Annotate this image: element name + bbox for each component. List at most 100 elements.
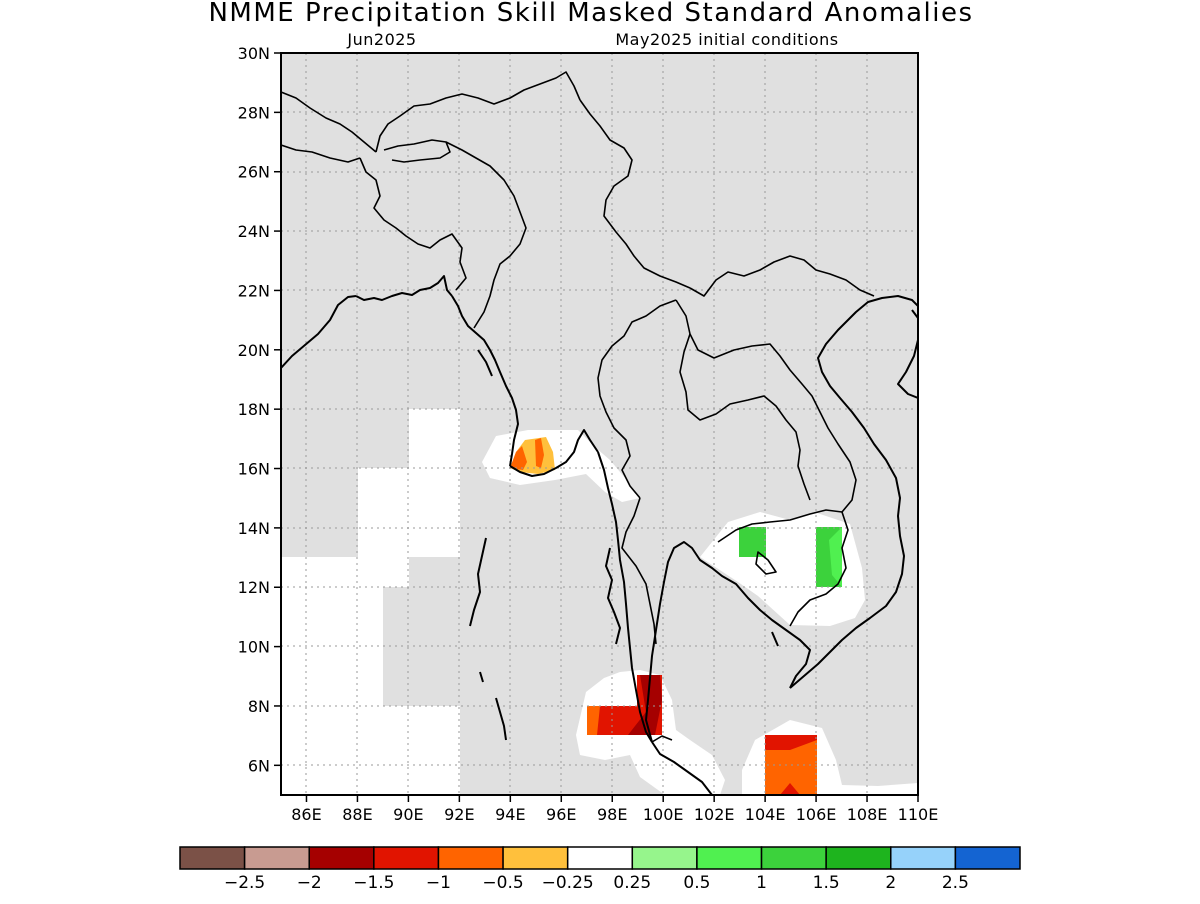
south-china-sea-anomaly-dry-bottom (780, 783, 800, 795)
lon-tick-label: 110E (898, 805, 939, 824)
colorbar-label: 2.5 (942, 873, 969, 893)
lat-tick-label: 22N (238, 281, 270, 300)
colorbar-swatch (502, 846, 569, 870)
lon-tick-label: 100E (643, 805, 684, 824)
colorbar-labels: −2.5 −2 −1.5 −1 −0.5 −0.25 0.25 0.5 1 1.5 2 2.5 (224, 873, 969, 893)
lat-tick-label: 8N (248, 697, 270, 716)
cambodia-west-anomaly-wet (739, 527, 766, 557)
lat-tick-label: 24N (238, 222, 270, 241)
colorbar-swatch (631, 846, 698, 870)
bangladesh-border (359, 157, 467, 291)
thai-peninsula-east-coastline (651, 741, 713, 795)
lat-tick-label: 6N (248, 756, 270, 775)
cambodia-east-anomaly-edge (829, 527, 842, 587)
colorbar-swatch (437, 846, 504, 870)
lon-tick-label: 102E (694, 805, 735, 824)
lon-tick-label: 104E (745, 805, 786, 824)
peninsula-anomaly-very-dry (628, 675, 662, 735)
colorbar-swatch (373, 846, 440, 870)
nicobar-islands-south (495, 697, 507, 741)
colorbar-swatch (243, 846, 310, 870)
myanmar-thailand-south-border (621, 497, 657, 645)
colorbar-swatch (760, 846, 827, 870)
lat-tick-label: 26N (238, 163, 270, 182)
tonle-sap-lake (755, 551, 777, 575)
gulf-of-thailand-coastline (645, 541, 811, 743)
vietnam-south-coastline (789, 295, 918, 689)
subtitle-initial-conditions: May2025 initial conditions (615, 30, 838, 49)
india-myanmar-border (445, 141, 527, 329)
colorbar-label: 0.5 (683, 873, 710, 893)
laos-border (675, 299, 857, 513)
andaman-islands (469, 537, 487, 627)
laos-thailand-mekong-border (679, 333, 811, 501)
colorbar-label: −2 (297, 873, 322, 893)
colorbar-label: −0.5 (482, 873, 523, 893)
colorbar-swatch (308, 846, 375, 870)
colorbar-swatch (179, 846, 246, 870)
colorbar-label: −1 (426, 873, 451, 893)
myanmar-thailand-border (597, 299, 677, 499)
colorbar-label: −1.5 (353, 873, 394, 893)
vietnam-gulf-of-tonkin-coastline (897, 339, 918, 399)
lat-tick-label: 14N (238, 519, 270, 538)
lon-tick-label: 92E (444, 805, 474, 824)
delta-anomaly-moderate-dry-west (510, 446, 527, 470)
colorbar-label: 1.5 (813, 873, 840, 893)
delta-anomaly-moderate-dry-east (535, 438, 544, 468)
irrawaddy-delta-coastline (509, 429, 599, 477)
cheduba-ramree-islands (477, 349, 493, 377)
colorbar-label: −0.25 (542, 873, 594, 893)
lat-tick-label: 12N (238, 578, 270, 597)
map-frame (280, 52, 919, 796)
map-background (281, 53, 918, 795)
map-panel (281, 53, 918, 795)
lat-tick-label: 16N (238, 460, 270, 479)
latitude-ticks: 6N 8N 10N 12N 14N 16N 18N 20N 22N 24N 26N 28N 30N (238, 44, 281, 775)
lon-tick-label: 96E (546, 805, 576, 824)
colorbar-label: −2.5 (224, 873, 265, 893)
tibet-northeast-border (375, 71, 581, 153)
map-gridlines (281, 53, 918, 795)
lat-tick-label: 30N (238, 44, 270, 63)
myanmar-rakhine-coastline (451, 295, 519, 467)
thailand-malaysia-border (651, 735, 673, 743)
figure-title: NMME Precipitation Skill Masked Standard… (208, 0, 973, 28)
colorbar (179, 846, 1021, 870)
bengal-delta-coastline (355, 275, 453, 301)
cambodia-vietnam-border (789, 511, 849, 627)
colorbar-swatch (954, 846, 1021, 870)
subtitle-month: Jun2025 (346, 30, 416, 49)
lon-tick-label: 98E (597, 805, 627, 824)
bhutan-border (383, 139, 451, 163)
nepal-china-border (281, 91, 377, 153)
colorbar-label: 1 (756, 873, 767, 893)
colorbar-swatch (825, 846, 892, 870)
lon-tick-label: 88E (342, 805, 372, 824)
lon-tick-label: 94E (495, 805, 525, 824)
thailand-cambodia-border (717, 509, 843, 543)
lon-tick-label: 108E (847, 805, 888, 824)
tanintharyi-coastline (597, 451, 653, 743)
colorbar-label: 2 (885, 873, 896, 893)
nepal-india-border (281, 144, 361, 163)
mergui-archipelago (605, 547, 621, 645)
bay-of-bengal-near-zero-area (281, 409, 460, 795)
longitude-ticks: 86E 88E 90E 92E 94E 96E 98E 100E 102E 104E 106E 108… (291, 795, 938, 824)
colorbar-swatch (566, 846, 634, 870)
lon-tick-label: 86E (291, 805, 321, 824)
myanmar-china-border (579, 99, 691, 289)
nicobar-islands (479, 671, 484, 683)
lon-tick-label: 106E (796, 805, 837, 824)
south-china-sea-anomaly-dry-top (765, 735, 817, 750)
colorbar-label: 0.25 (613, 873, 651, 893)
lat-tick-label: 18N (238, 400, 270, 419)
country-borders (281, 71, 875, 743)
colorbar-swatch (890, 846, 957, 870)
coastlines (281, 275, 918, 795)
colorbar-swatch (696, 846, 763, 870)
lat-tick-label: 28N (238, 103, 270, 122)
lat-tick-label: 20N (238, 341, 270, 360)
lat-tick-label: 10N (238, 638, 270, 657)
